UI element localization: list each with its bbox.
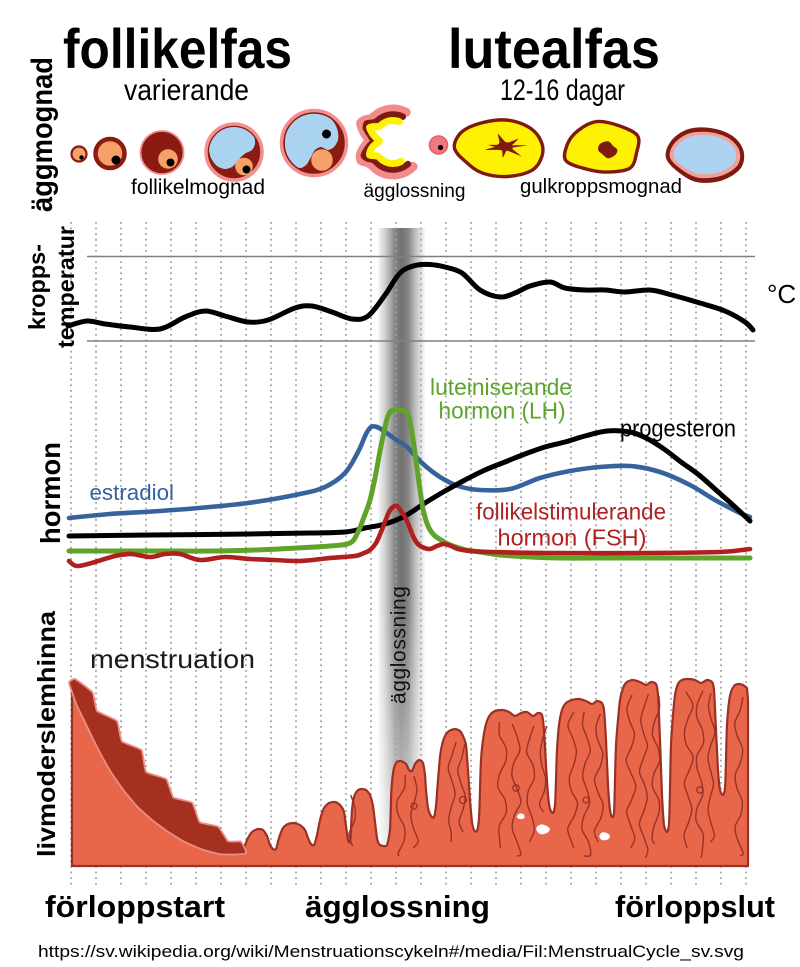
svg-text:hormon (FSH): hormon (FSH) xyxy=(498,525,647,551)
svg-text:progesteron: progesteron xyxy=(620,416,736,443)
svg-text:förloppslut: förloppslut xyxy=(615,889,775,924)
svg-text:ägglossning: ägglossning xyxy=(364,180,466,202)
svg-text:äggmognad: äggmognad xyxy=(26,57,59,212)
svg-text:gulkroppsmognad: gulkroppsmognad xyxy=(520,176,682,198)
svg-text:lutealfas: lutealfas xyxy=(448,17,660,80)
svg-text:luteiniserande: luteiniserande xyxy=(430,374,572,400)
svg-text:menstruation: menstruation xyxy=(90,644,255,674)
svg-text:follikelstimulerande: follikelstimulerande xyxy=(476,499,666,525)
svg-text:ägglossning: ägglossning xyxy=(388,586,411,704)
svg-text:follikelmognad: follikelmognad xyxy=(131,176,265,199)
svg-text:estradiol: estradiol xyxy=(90,480,175,505)
svg-text:follikelfas: follikelfas xyxy=(63,17,292,80)
svg-text:12-16 dagar: 12-16 dagar xyxy=(500,74,625,107)
svg-text:https://sv.wikipedia.org/wiki/: https://sv.wikipedia.org/wiki/Menstruati… xyxy=(38,943,744,961)
svg-text:kropps-: kropps- xyxy=(24,244,50,330)
svg-text:°C: °C xyxy=(767,279,796,309)
svg-text:ägglossning: ägglossning xyxy=(305,889,490,924)
svg-text:temperatur: temperatur xyxy=(53,226,79,348)
svg-text:livmoderslemhinna: livmoderslemhinna xyxy=(33,610,61,857)
svg-text:förloppstart: förloppstart xyxy=(45,889,225,924)
svg-text:varierande: varierande xyxy=(124,74,249,107)
svg-text:hormon: hormon xyxy=(35,442,66,544)
svg-text:hormon (LH): hormon (LH) xyxy=(439,398,566,424)
